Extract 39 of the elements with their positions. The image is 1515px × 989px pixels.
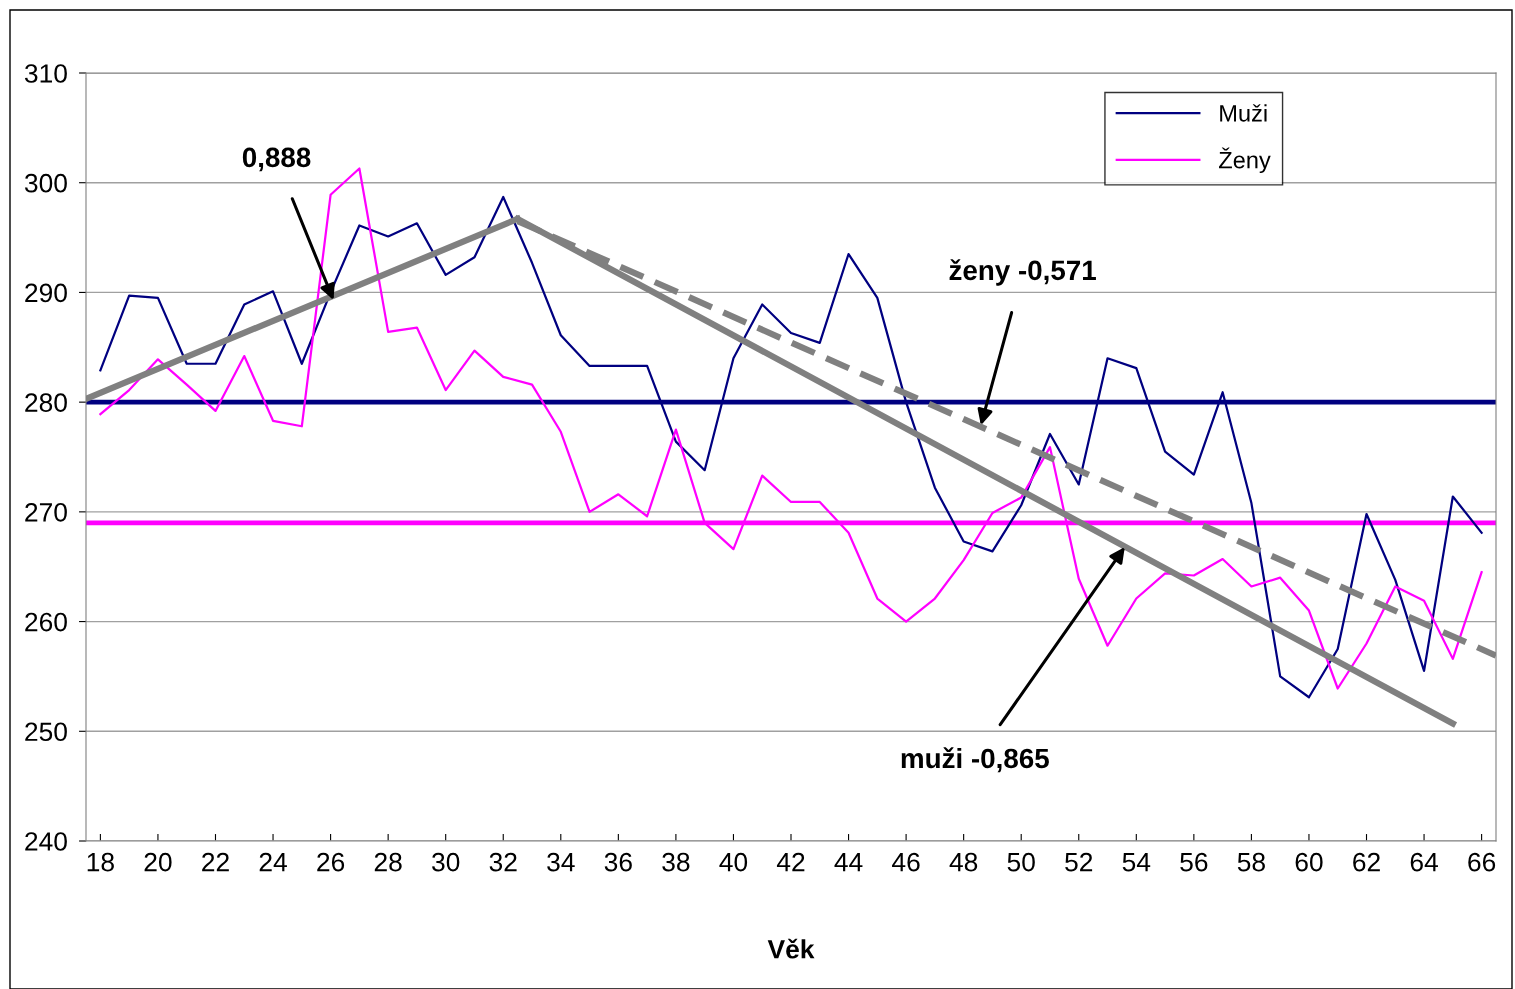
x-tick-label: 18: [87, 852, 114, 872]
y-tick-label: 290: [25, 283, 67, 303]
x-tick-label: 62: [1353, 852, 1380, 872]
legend-label: Ženy: [1219, 147, 1271, 174]
y-tick-label: 260: [25, 612, 67, 632]
x-tick-label: 54: [1122, 853, 1151, 872]
x-tick-label: 50: [1007, 852, 1035, 872]
x-tick-label: 36: [604, 852, 632, 872]
x-tick-label: 60: [1295, 852, 1323, 872]
x-tick-label: 58: [1237, 852, 1265, 872]
x-tick-label: 66: [1468, 852, 1496, 872]
x-tick-label: 34: [547, 852, 575, 872]
y-tick-label: 300: [24, 173, 67, 193]
x-tick-label: 52: [1065, 852, 1093, 872]
x-tick-label: 48: [949, 852, 978, 872]
y-tick-label: 240: [25, 832, 67, 851]
annotation: ženy -0,571: [949, 259, 1096, 286]
y-tick-label: 270: [25, 502, 67, 522]
x-tick-label: 20: [144, 852, 172, 872]
legend-label: Muži: [1220, 104, 1267, 122]
x-tick-label: 40: [719, 852, 748, 872]
x-tick-label: 42: [776, 852, 805, 872]
y-tick-label: 250: [25, 722, 67, 742]
x-tick-label: 56: [1180, 852, 1208, 872]
x-tick-label: 64: [1410, 852, 1438, 872]
x-tick-label: 26: [317, 852, 345, 872]
annotation: 0,888: [242, 147, 311, 172]
x-tick-label: 30: [432, 852, 460, 872]
x-tick-label: 44: [834, 853, 863, 872]
y-tick-label: 310: [24, 64, 67, 83]
x-tick-label: 46: [892, 852, 920, 872]
x-tick-label: 24: [259, 852, 287, 872]
x-tick-label: 38: [662, 852, 690, 872]
x-tick-label: 28: [374, 852, 402, 872]
x-axis-title: Věk: [767, 938, 815, 959]
annotation: muži -0,865: [901, 747, 1049, 773]
x-tick-label: 22: [202, 852, 229, 872]
x-tick-label: 32: [489, 852, 517, 872]
y-tick-label: 280: [25, 393, 67, 412]
